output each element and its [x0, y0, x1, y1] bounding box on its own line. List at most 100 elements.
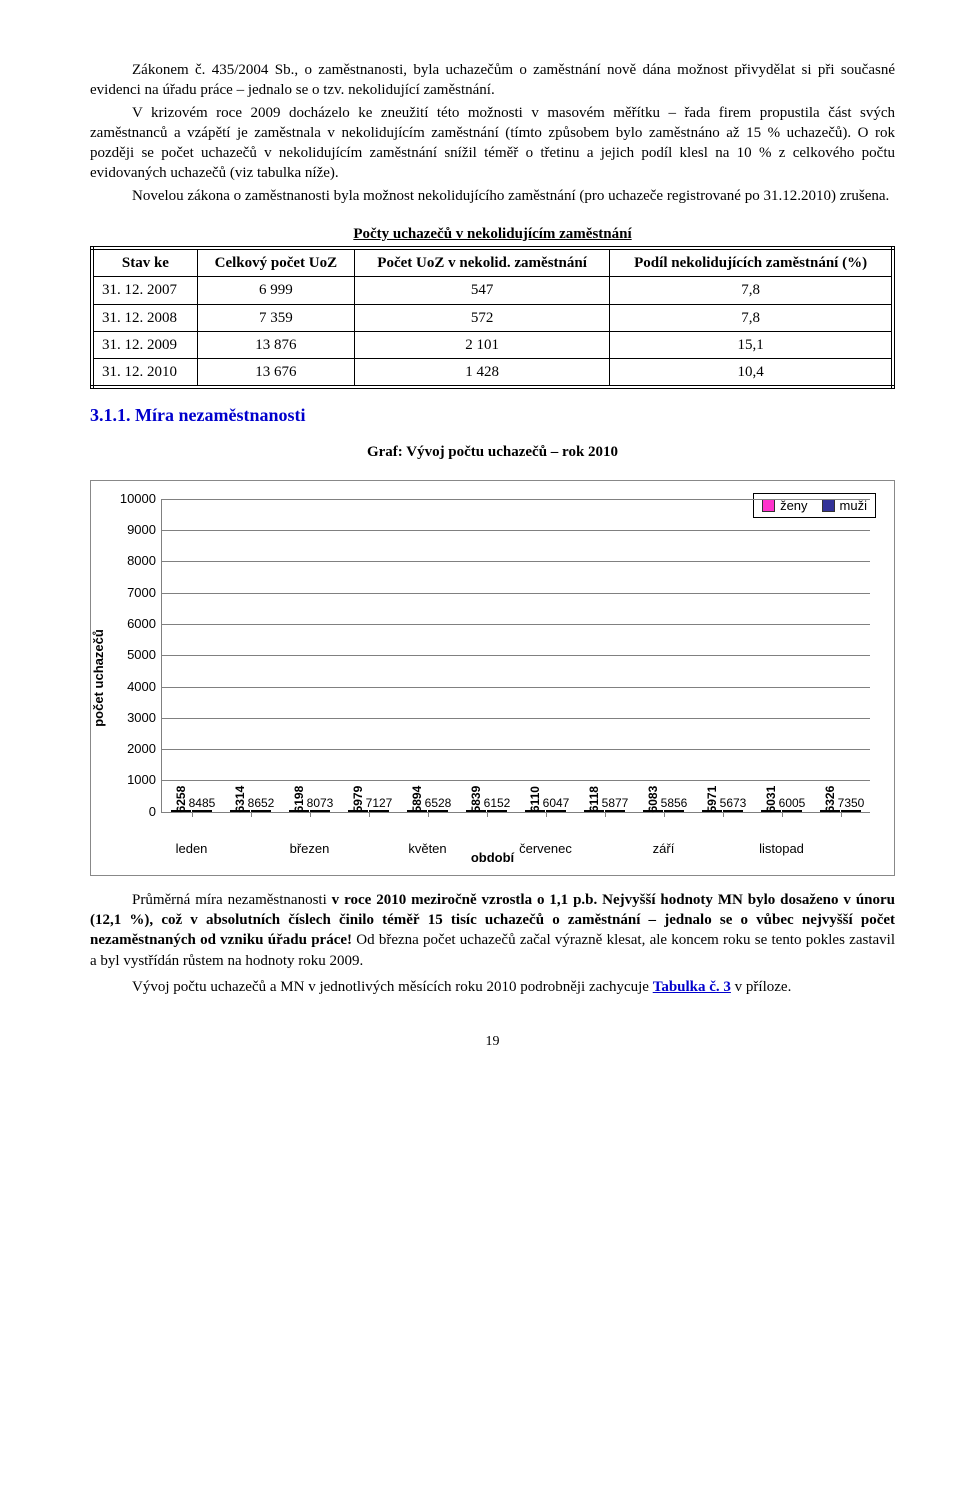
gridline	[162, 499, 870, 500]
table-cell: 10,4	[610, 359, 893, 388]
table-cell: 572	[354, 304, 609, 331]
y-tick-label: 10000	[112, 490, 156, 508]
bar-muzi: 5856	[664, 810, 684, 812]
gridline	[162, 530, 870, 531]
gridline	[162, 655, 870, 656]
bar-muzi: 6528	[428, 810, 448, 812]
table-cell: 7,8	[610, 304, 893, 331]
table-row: 31. 12. 20087 3595727,8	[92, 304, 893, 331]
bar-value-label: 6326	[822, 785, 838, 812]
table-title: Počty uchazečů v nekolidujícím zaměstnán…	[90, 224, 895, 244]
y-axis-title: počet uchazečů	[90, 629, 108, 727]
x-tick-mark	[192, 812, 193, 817]
gridline	[162, 780, 870, 781]
table-row: 31. 12. 200913 8762 10115,1	[92, 331, 893, 358]
bar-value-label: 8073	[307, 795, 334, 811]
page-number: 19	[90, 1033, 895, 1052]
table-header-row: Stav ke Celkový počet UoZ Počet UoZ v ne…	[92, 248, 893, 277]
bar-muzi: 8652	[251, 810, 271, 812]
bar-muzi: 5673	[723, 810, 743, 812]
section-heading: 3.1.1. Míra nezaměstnanosti	[90, 403, 895, 427]
gridline	[162, 749, 870, 750]
bar-value-label: 6528	[425, 795, 452, 811]
table-cell: 2 101	[354, 331, 609, 358]
bar-value-label: 5979	[350, 785, 366, 812]
bar-value-label: 6083	[645, 785, 661, 812]
text: Vývoj počtu uchazečů a MN v jednotlivých…	[132, 979, 653, 995]
text: Průměrná míra nezaměstnanosti	[132, 892, 332, 908]
x-tick-mark	[841, 812, 842, 817]
bar-muzi: 8073	[310, 810, 330, 812]
gridline	[162, 593, 870, 594]
y-tick-label: 8000	[112, 553, 156, 571]
paragraph: Průměrná míra nezaměstnanosti v roce 201…	[90, 890, 895, 971]
table-cell: 1 428	[354, 359, 609, 388]
bar-value-label: 7127	[366, 795, 393, 811]
x-tick-label: březen	[290, 840, 330, 858]
table-cell: 13 876	[197, 331, 354, 358]
x-tick-label: květen	[408, 840, 446, 858]
x-tick-mark	[369, 812, 370, 817]
table-header: Celkový počet UoZ	[197, 248, 354, 277]
y-tick-label: 5000	[112, 647, 156, 665]
bar-value-label: 6118	[586, 786, 602, 812]
table-cell: 31. 12. 2009	[92, 331, 197, 358]
table-section: Počty uchazečů v nekolidujícím zaměstnán…	[90, 224, 895, 390]
x-tick-mark	[251, 812, 252, 817]
x-tick-mark	[487, 812, 488, 817]
bar-value-label: 6152	[484, 795, 511, 811]
table-header: Počet UoZ v nekolid. zaměstnání	[354, 248, 609, 277]
bar-value-label: 6198	[291, 785, 307, 812]
x-tick-mark	[664, 812, 665, 817]
table-cell: 7,8	[610, 277, 893, 304]
x-tick-label: listopad	[759, 840, 804, 858]
table-row: 31. 12. 201013 6761 42810,4	[92, 359, 893, 388]
gridline	[162, 718, 870, 719]
bar-value-label: 7350	[838, 795, 865, 811]
gridline	[162, 687, 870, 688]
table-row: 31. 12. 20076 9995477,8	[92, 277, 893, 304]
x-tick-mark	[723, 812, 724, 817]
y-tick-label: 9000	[112, 521, 156, 539]
paragraph: Vývoj počtu uchazečů a MN v jednotlivých…	[90, 977, 895, 997]
data-table: Stav ke Celkový počet UoZ Počet UoZ v ne…	[90, 246, 895, 389]
table-cell: 547	[354, 277, 609, 304]
y-tick-label: 2000	[112, 740, 156, 758]
x-tick-mark	[782, 812, 783, 817]
y-tick-label: 1000	[112, 772, 156, 790]
paragraph: Novelou zákona o zaměstnanosti byla možn…	[90, 186, 895, 206]
bar-value-label: 5673	[720, 795, 747, 811]
table-header: Stav ke	[92, 248, 197, 277]
chart-plot-area: 62588485 63148652 61988073 59797127 58946528…	[161, 499, 870, 813]
bar-muzi: 8485	[192, 810, 212, 812]
table-cell: 13 676	[197, 359, 354, 388]
table-cell: 31. 12. 2010	[92, 359, 197, 388]
table-header: Podíl nekolidujících zaměstnání (%)	[610, 248, 893, 277]
bar-muzi: 7127	[369, 810, 389, 812]
bar-value-label: 8652	[248, 795, 275, 811]
y-tick-label: 3000	[112, 709, 156, 727]
paragraph: V krizovém roce 2009 docházelo ke zneuži…	[90, 103, 895, 184]
bar-muzi: 6005	[782, 810, 802, 812]
table-cell: 6 999	[197, 277, 354, 304]
paragraph: Zákonem č. 435/2004 Sb., o zaměstnanosti…	[90, 60, 895, 101]
x-tick-mark	[310, 812, 311, 817]
table-cell: 15,1	[610, 331, 893, 358]
x-tick-mark	[605, 812, 606, 817]
bar-value-label: 5856	[661, 795, 688, 811]
x-tick-mark	[428, 812, 429, 817]
y-tick-label: 6000	[112, 615, 156, 633]
table-link[interactable]: Tabulka č. 3	[653, 979, 731, 995]
table-cell: 7 359	[197, 304, 354, 331]
bar-value-label: 5877	[602, 795, 629, 811]
bar-value-label: 6314	[232, 785, 248, 812]
y-tick-label: 7000	[112, 584, 156, 602]
x-tick-mark	[546, 812, 547, 817]
bar-value-label: 6031	[763, 785, 779, 812]
bar-value-label: 6047	[543, 795, 570, 811]
y-tick-label: 4000	[112, 678, 156, 696]
x-axis-title: období	[471, 849, 514, 867]
table-cell: 31. 12. 2007	[92, 277, 197, 304]
bar-value-label: 6258	[173, 785, 189, 812]
bar-value-label: 5894	[409, 785, 425, 812]
